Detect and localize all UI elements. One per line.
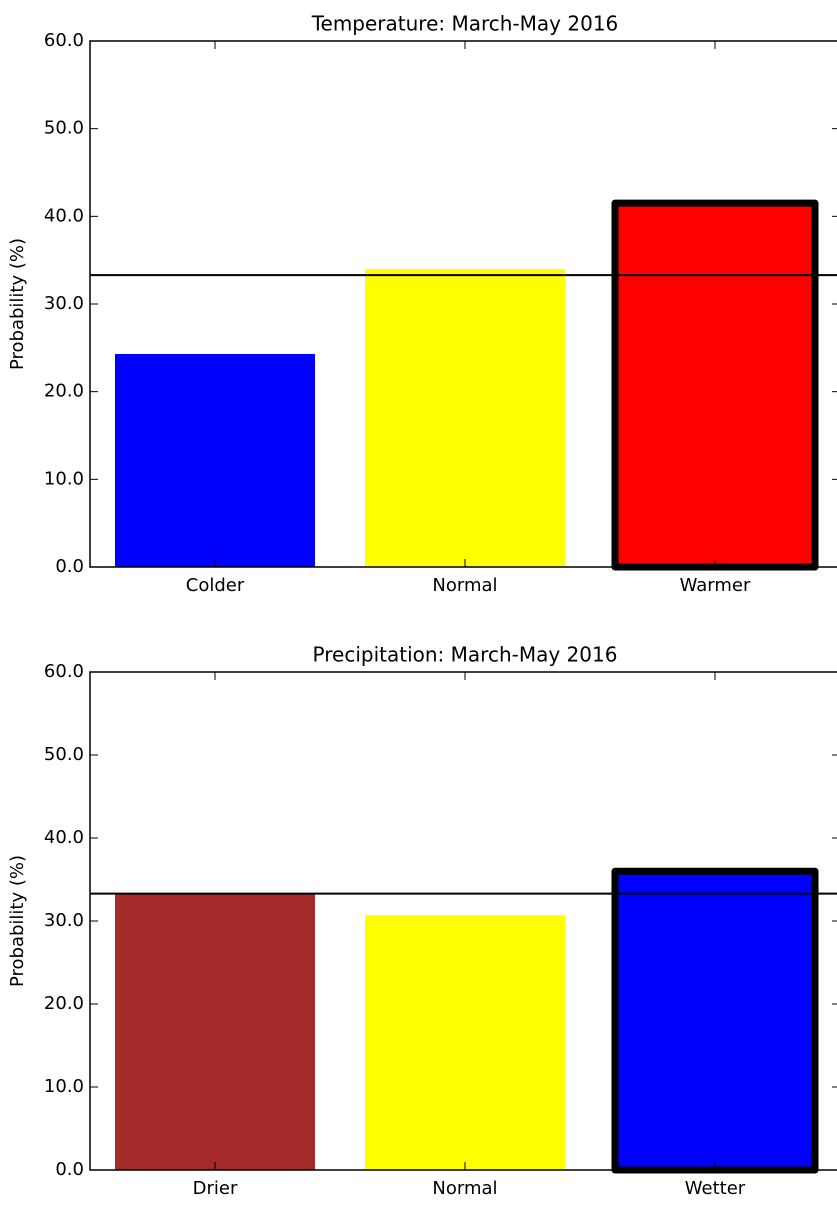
bar xyxy=(115,353,315,567)
y-tick-label: 30.0 xyxy=(44,910,84,931)
y-tick-label: 50.0 xyxy=(44,118,84,139)
y-tick-label: 50.0 xyxy=(44,744,84,765)
x-tick-label: Normal xyxy=(432,575,497,596)
y-tick-label: 40.0 xyxy=(44,827,84,848)
chart-title: Precipitation: March-May 2016 xyxy=(313,643,618,667)
y-tick-label: 30.0 xyxy=(44,293,84,314)
y-tick-label: 60.0 xyxy=(44,30,84,51)
axes-frame xyxy=(89,40,837,568)
bar xyxy=(611,199,819,571)
chart-title: Temperature: March-May 2016 xyxy=(311,12,619,36)
y-tick-label: 0.0 xyxy=(55,1159,84,1180)
y-tick-label: 10.0 xyxy=(44,468,84,489)
y-axis-label: Probability (%) xyxy=(7,855,28,987)
x-tick-label: Normal xyxy=(432,1178,497,1199)
x-tick-label: Warmer xyxy=(680,575,751,596)
x-tick-label: Colder xyxy=(186,575,245,596)
y-tick-label: 20.0 xyxy=(44,381,84,402)
x-tick-label: Drier xyxy=(193,1178,238,1199)
x-tick-label: Wetter xyxy=(685,1178,746,1199)
bar xyxy=(115,893,315,1170)
y-tick-label: 60.0 xyxy=(44,661,84,682)
bar xyxy=(611,867,819,1174)
axes-frame xyxy=(89,671,837,1171)
y-tick-label: 0.0 xyxy=(55,556,84,577)
bar xyxy=(365,915,565,1170)
y-tick-label: 40.0 xyxy=(44,205,84,226)
bar xyxy=(365,268,565,567)
y-tick-label: 20.0 xyxy=(44,993,84,1014)
y-axis-label: Probability (%) xyxy=(7,238,28,370)
y-tick-label: 10.0 xyxy=(44,1076,84,1097)
